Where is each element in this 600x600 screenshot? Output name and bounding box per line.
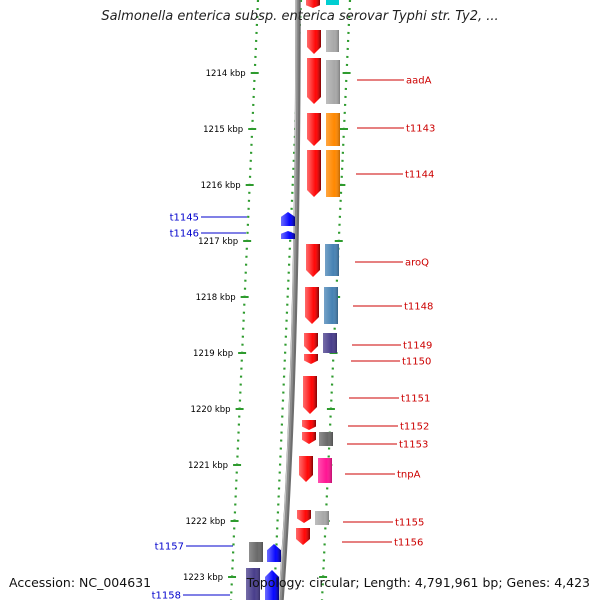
unlabeled-gene-arrow-shade [307,30,321,54]
cog-block-t1158-shade [246,568,260,600]
gene-arrow-aadA-shade [307,58,321,104]
gene-arrow-t1153-shade [302,432,316,444]
partial-gene-arrow-top-shade [306,0,320,8]
gene-arrow-t1148-shade [305,287,319,324]
gene-label-t1151[interactable]: t1151 [401,394,430,405]
gene-label-t1149[interactable]: t1149 [403,341,432,352]
gene-label-t1156[interactable]: t1156 [394,538,423,549]
gene-arrow-aroQ-shade [306,244,320,277]
gene-arrow-t1143-shade [307,113,321,146]
gene-label-aroQ[interactable]: aroQ [405,258,429,269]
cog-block-t1144-shade [326,150,340,197]
gene-label-aadA[interactable]: aadA [406,76,432,87]
ruler-tick-label: 1217 kbp [198,237,238,247]
partial-gene-block-top[interactable] [326,0,339,5]
cog-block-t1149-shade [323,333,337,353]
backbone-highlight [278,0,297,600]
gene-label-t1158[interactable]: t1158 [152,591,181,600]
gene-label-t1152[interactable]: t1152 [400,422,429,433]
cog-block-t1157-shade [249,542,263,562]
gene-label-tnpA[interactable]: tnpA [397,470,421,481]
gene-arrow-t1150-shade [304,354,318,364]
ruler-tick-label: 1216 kbp [201,181,241,191]
cog-block-aroQ-shade [325,244,339,276]
genome-summary-text: Topology: circular; Length: 4,791,961 bp… [246,575,590,590]
gene-label-t1153[interactable]: t1153 [399,440,428,451]
ruler-tick-label: 1220 kbp [191,405,231,415]
accession-text: Accession: NC_004631 [9,575,152,590]
cog-block-tnpA-shade [318,458,332,483]
gene-label-t1144[interactable]: t1144 [405,170,434,181]
cog-block-t1143-shade [326,113,340,146]
gene-arrow-t1146-shade [281,231,295,239]
ruler-tick-label: 1222 kbp [185,517,225,527]
cog-block-t1148-shade [324,287,338,324]
gene-arrow-t1157-shade [267,544,281,562]
gene-arrow-t1152-shade [302,420,316,430]
ruler-tick-label: 1221 kbp [188,461,228,471]
cog-block-aadA-shade [326,60,340,104]
unlabeled-gene-block-shade [326,30,339,52]
gene-label-t1143[interactable]: t1143 [406,124,435,135]
backbone-line [278,0,299,600]
cog-block-t1155-shade [315,511,329,525]
ruler-tick-label: 1214 kbp [206,69,246,79]
ruler-tick-label: 1215 kbp [203,125,243,135]
gene-arrow-t1155-shade [297,510,311,523]
gene-arrow-t1149-shade [304,333,318,353]
gene-arrow-t1145-shade [281,212,295,226]
gene-arrow-t1151-shade [303,376,317,414]
gene-arrow-t1156-shade [296,528,310,545]
cog-block-t1153-shade [319,432,333,446]
gene-label-t1145[interactable]: t1145 [170,213,199,224]
gene-arrow-t1144-shade [307,150,321,197]
gene-label-t1150[interactable]: t1150 [402,357,431,368]
ruler-tick-label: 1223 kbp [183,573,223,583]
ruler-tick-label: 1218 kbp [196,293,236,303]
gene-label-t1157[interactable]: t1157 [155,542,184,553]
genome-title: Salmonella enterica subsp. enterica sero… [101,9,499,24]
gene-label-t1148[interactable]: t1148 [404,302,433,313]
gene-arrow-t1158-shade [265,570,279,600]
gene-arrow-tnpA-shade [299,456,313,482]
gene-label-t1146[interactable]: t1146 [170,229,199,240]
genome-tracks: 1214 kbp 1215 kbp 1216 kbp 1217 kbp 1218 kbp… [152,0,435,600]
ruler-tick-label: 1219 kbp [193,349,233,359]
gene-label-t1155[interactable]: t1155 [395,518,424,529]
